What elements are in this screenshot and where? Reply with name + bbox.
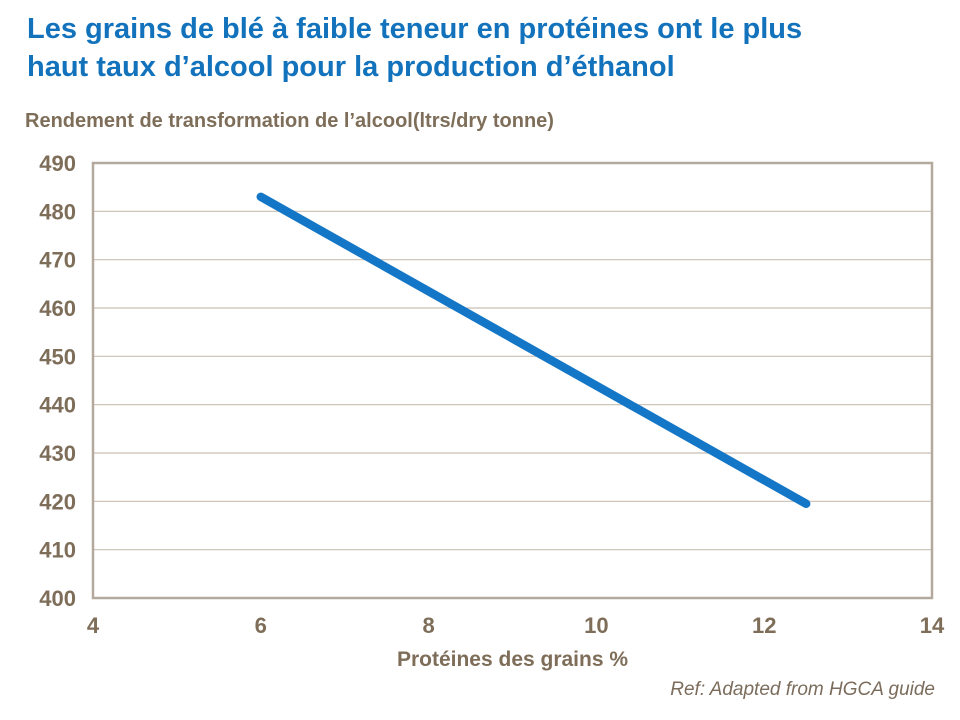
y-tick-label: 440 (39, 393, 76, 418)
y-tick-label: 490 (39, 151, 76, 176)
x-axis-title: Protéines des grains % (396, 648, 629, 671)
x-tick-label: 14 (920, 613, 945, 638)
y-tick-label: 460 (39, 296, 76, 321)
y-tick-label: 480 (39, 199, 76, 224)
y-tick-label: 400 (39, 586, 76, 611)
x-tick-label: 10 (584, 613, 608, 638)
page-title-line2: haut taux d’alcool pour la production d’… (27, 51, 675, 83)
page-title: Les grains de blé à faible teneur en pro… (27, 10, 937, 86)
x-tick-label: 6 (255, 613, 267, 638)
y-tick-label: 410 (39, 538, 76, 563)
y-tick-label: 430 (39, 441, 76, 466)
reference-note: Ref: Adapted from HGCA guide (670, 679, 935, 700)
data-line (256, 192, 811, 508)
page-title-line1: Les grains de blé à faible teneur en pro… (27, 13, 803, 45)
y-tick-label: 470 (39, 248, 76, 273)
x-tick-label: 12 (752, 613, 776, 638)
x-tick-label: 8 (422, 613, 434, 638)
plot-border (91, 161, 934, 600)
y-tick-label: 420 (39, 489, 76, 514)
y-tick-label: 450 (39, 344, 76, 369)
x-tick-label: 4 (87, 613, 100, 638)
chart-y-axis-title: Rendement de transformation de l’alcool(… (25, 110, 554, 132)
